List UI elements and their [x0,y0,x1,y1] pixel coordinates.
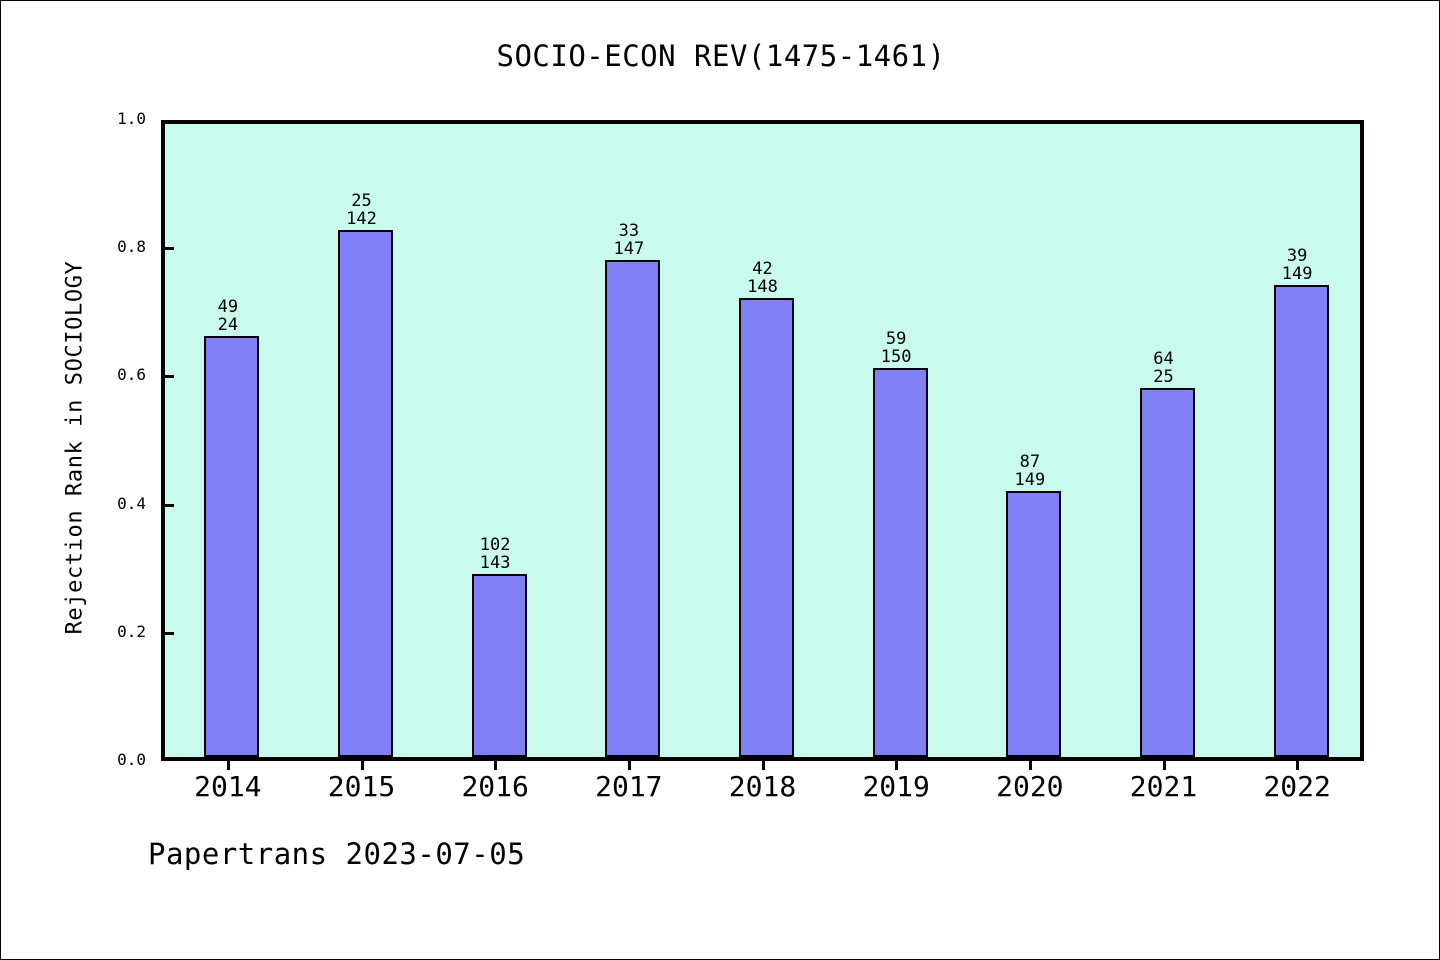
x-axis-tick-label: 2014 [194,770,262,803]
chart-caption: Papertrans 2023-07-05 [148,837,526,871]
x-axis-tick-label: 2020 [996,770,1064,803]
x-axis-tick-label: 2021 [1129,770,1198,803]
x-axis-tick-label: 2016 [461,770,529,803]
x-axis-tick-mark [226,759,230,770]
y-axis-label: Rejection Rank in SOCIOLOGY [62,260,88,635]
x-axis-tick-label: 2019 [862,770,930,803]
x-axis-tick-mark [895,759,899,770]
x-axis-tick-mark [494,759,498,770]
y-axis-tick-label: 0.2 [117,621,146,641]
y-axis-tick-label: 0.6 [117,365,146,385]
bar [872,367,928,757]
bar [1273,285,1329,757]
x-axis-tick-label: 2017 [595,770,663,803]
x-axis-tick-label: 2015 [327,770,396,803]
bar [739,298,794,757]
x-axis-tick-mark [1162,759,1166,770]
y-axis-tick-mark [161,247,174,251]
y-axis-tick-mark [161,631,174,635]
bar [204,335,260,757]
chart-title: SOCIO-ECON REV(1475-1461) [496,39,946,73]
plot-area [161,120,1364,761]
y-axis-tick-mark [161,375,174,379]
plot-inner [165,124,1360,757]
bar [471,573,527,757]
x-axis-tick-mark [627,759,631,770]
bar [1140,388,1195,757]
bar [338,230,393,757]
y-axis-tick-label: 0.0 [117,750,146,769]
x-axis-tick-label: 2022 [1263,770,1331,803]
y-axis-tick-mark [161,503,174,507]
bar [605,260,661,757]
y-axis-tick-label: 1.0 [117,109,146,128]
x-axis-tick-mark [1028,759,1032,770]
bar [1006,491,1062,757]
y-axis-tick-label: 0.4 [117,493,146,513]
x-axis-tick-mark [761,759,765,770]
x-axis-tick-mark [360,759,364,770]
x-axis-tick-mark [1296,759,1300,770]
x-axis-tick-label: 2018 [728,770,797,803]
y-axis-tick-label: 0.8 [117,237,146,257]
